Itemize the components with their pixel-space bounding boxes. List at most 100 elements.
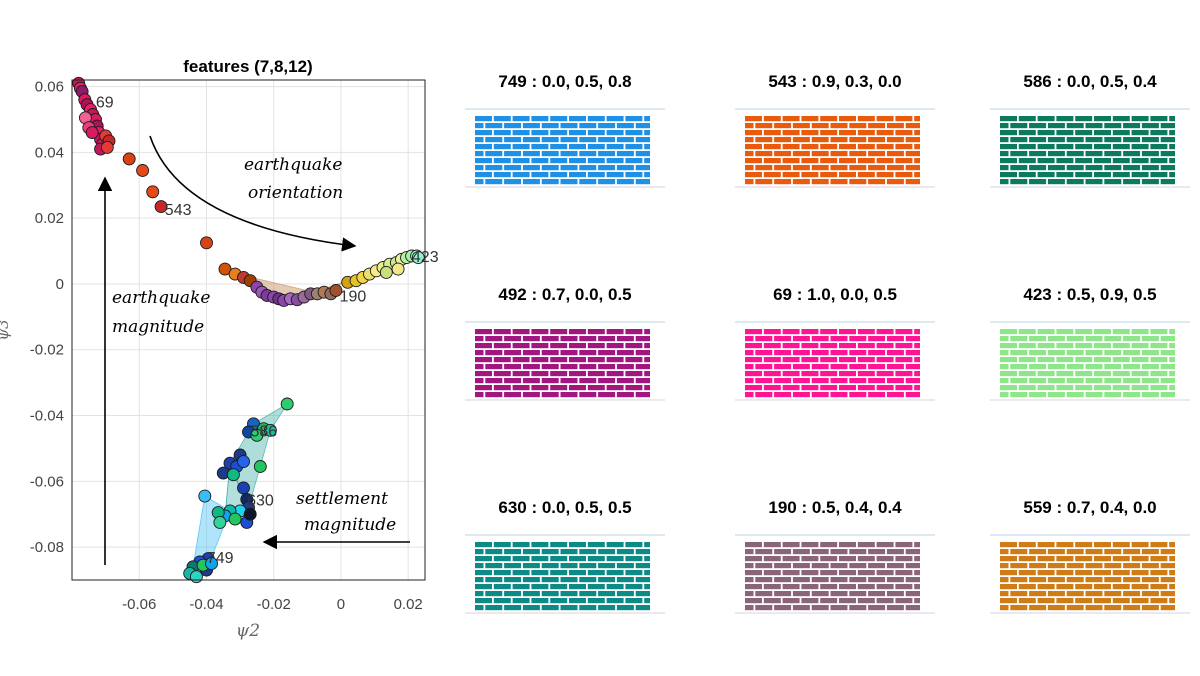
- brick: [560, 549, 578, 555]
- brick: [598, 336, 616, 342]
- panel-title: 423 : 0.5, 0.9, 0.5: [1023, 285, 1157, 304]
- brick: [644, 116, 650, 122]
- brick: [541, 151, 559, 157]
- brick: [745, 357, 762, 363]
- brick: [905, 137, 920, 143]
- brick: [1066, 336, 1084, 342]
- brick: [1056, 116, 1074, 122]
- brick: [569, 343, 586, 349]
- data-point: [85, 126, 99, 140]
- brick: [493, 172, 511, 178]
- brick: [644, 570, 650, 576]
- brick: [792, 179, 810, 185]
- brick: [1010, 563, 1028, 569]
- brick: [792, 591, 810, 597]
- brick: [598, 179, 616, 185]
- brick: [616, 605, 634, 611]
- brick: [782, 385, 800, 391]
- brick: [1010, 179, 1028, 185]
- brick: [1066, 179, 1084, 185]
- brick: [895, 371, 913, 377]
- brick: [811, 179, 829, 185]
- brick: [792, 137, 810, 143]
- brick: [755, 577, 773, 583]
- brick: [504, 392, 522, 398]
- brick: [598, 165, 616, 171]
- brick: [849, 364, 867, 370]
- brick: [745, 116, 762, 122]
- brick: [560, 364, 578, 370]
- brick: [1169, 172, 1175, 178]
- brick: [598, 605, 616, 611]
- brick: [745, 591, 754, 597]
- brick: [876, 116, 894, 122]
- brick: [504, 350, 522, 356]
- brick: [504, 364, 522, 370]
- brick: [1104, 577, 1122, 583]
- brick: [644, 598, 650, 604]
- brick: [522, 563, 540, 569]
- bricks: [745, 116, 920, 185]
- brick: [522, 591, 540, 597]
- brick: [849, 350, 867, 356]
- brick: [616, 350, 634, 356]
- brick: [876, 584, 894, 590]
- brick: [745, 350, 754, 356]
- brick: [1075, 343, 1093, 349]
- y-tick-label: 0.06: [35, 79, 64, 96]
- brick: [1037, 584, 1055, 590]
- brick: [1029, 137, 1047, 143]
- brick: [895, 343, 913, 349]
- brick: [1066, 577, 1084, 583]
- brick: [801, 172, 819, 178]
- brick: [1169, 329, 1175, 335]
- brick: [616, 378, 634, 384]
- brick: [1123, 378, 1141, 384]
- brick: [868, 350, 886, 356]
- brick: [560, 577, 578, 583]
- brick: [1029, 151, 1047, 157]
- brick: [1056, 570, 1074, 576]
- brick: [493, 556, 511, 562]
- brick: [1056, 542, 1074, 548]
- brick: [587, 357, 605, 363]
- brick: [512, 116, 530, 122]
- brick: [1160, 364, 1175, 370]
- brick: [1141, 350, 1159, 356]
- data-point: [218, 262, 232, 276]
- brick: [868, 577, 886, 583]
- brick: [745, 123, 754, 129]
- brick: [550, 556, 568, 562]
- brick: [504, 378, 522, 384]
- brick: [1010, 364, 1028, 370]
- brick: [1169, 144, 1175, 150]
- brick: [606, 329, 624, 335]
- brick: [857, 598, 875, 604]
- brick: [1131, 584, 1149, 590]
- brick: [1047, 605, 1065, 611]
- brick: [1010, 165, 1028, 171]
- brick: [598, 577, 616, 583]
- brick: [857, 116, 875, 122]
- brick: [1150, 598, 1168, 604]
- brick: [1029, 549, 1047, 555]
- brick: [1094, 329, 1111, 335]
- brick: [541, 577, 559, 583]
- brick: [569, 116, 586, 122]
- brick: [1104, 392, 1122, 398]
- brick: [1112, 158, 1130, 164]
- brick: [625, 357, 643, 363]
- brick: [569, 172, 586, 178]
- brick: [782, 584, 800, 590]
- brick: [1029, 165, 1047, 171]
- brick: [1169, 598, 1175, 604]
- brick: [811, 137, 829, 143]
- brick: [475, 350, 484, 356]
- brick: [550, 385, 568, 391]
- brick: [886, 350, 904, 356]
- brick: [1018, 556, 1036, 562]
- brick: [1169, 570, 1175, 576]
- brick: [1000, 151, 1009, 157]
- brick: [531, 542, 549, 548]
- brick: [1123, 336, 1141, 342]
